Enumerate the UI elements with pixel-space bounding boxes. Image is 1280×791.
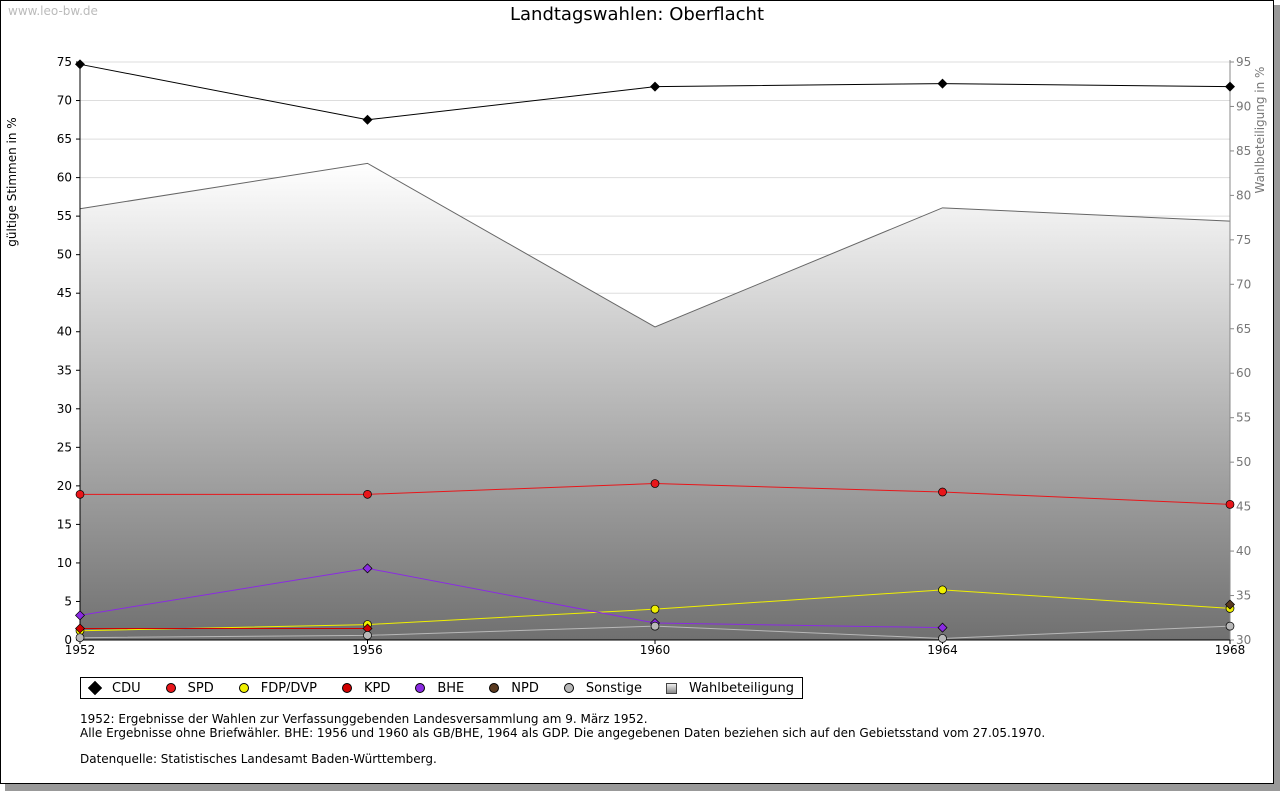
frame-shadow-right <box>1274 5 1280 791</box>
y2-tick-label: 90 <box>1236 99 1251 113</box>
legend: CDU SPD FDP/DVP KPD BHE NPD Sonstige Wahlbeteil… <box>80 677 804 699</box>
point-sonstige <box>363 631 372 640</box>
point-cdu <box>1225 81 1235 92</box>
y-tick-label: 55 <box>57 209 72 223</box>
y-tick-label: 20 <box>57 479 72 493</box>
y2-tick-label: 55 <box>1236 411 1251 425</box>
legend-marker <box>87 680 103 696</box>
legend-marker <box>238 683 249 693</box>
point-kpd <box>75 623 85 634</box>
legend-label: Wahlbeteiligung <box>689 680 795 696</box>
x-tick-label: 1964 <box>927 643 958 657</box>
y2-axis-title: Wahlbeteiligung in % <box>1253 67 1267 194</box>
point-spd <box>938 487 947 497</box>
point-bhe <box>75 610 85 621</box>
turnout-line <box>79 162 1231 328</box>
legend-item: Sonstige <box>563 681 642 696</box>
legend-item: BHE <box>414 681 464 696</box>
turnout-area <box>80 163 1230 640</box>
y2-tick-label: 95 <box>1236 55 1251 69</box>
x-tick-label: 1956 <box>352 643 383 657</box>
legend-item: CDU <box>87 680 141 696</box>
series-line-cdu <box>79 63 1231 121</box>
point-spd <box>75 489 85 499</box>
legend-label: KPD <box>363 680 391 696</box>
point-spd <box>363 489 372 499</box>
y2-tick-label: 70 <box>1236 277 1251 291</box>
y-tick-label: 0 <box>64 633 72 647</box>
y-axis-title: gültige Stimmen in % <box>5 117 19 246</box>
y2-tick-label: 75 <box>1236 233 1251 247</box>
point-spd <box>650 479 660 488</box>
y2-tick-label: 60 <box>1236 366 1251 380</box>
y-tick-label: 35 <box>57 363 72 377</box>
legend-marker <box>563 683 574 693</box>
point-sonstige <box>1225 621 1235 631</box>
y-tick-label: 50 <box>57 248 72 262</box>
frame-shadow-bottom <box>5 784 1280 791</box>
y-tick-label: 60 <box>57 171 72 185</box>
legend-item: NPD <box>488 681 539 696</box>
point-bhe <box>937 622 948 633</box>
legend-label: BHE <box>437 680 465 696</box>
x-tick-label: 1968 <box>1215 643 1246 657</box>
y-tick-label: 5 <box>64 594 72 608</box>
data-source: Datenquelle: Statistisches Landesamt Bad… <box>80 752 437 766</box>
legend-marker <box>341 683 352 693</box>
legend-marker <box>165 683 176 693</box>
x-tick-label: 1952 <box>65 643 96 657</box>
legend-label: CDU <box>112 680 141 696</box>
y-tick-label: 75 <box>57 55 72 69</box>
y2-tick-label: 40 <box>1236 544 1251 558</box>
y-tick-label: 10 <box>57 556 72 570</box>
point-fdp-dvp <box>938 585 947 595</box>
y2-tick-label: 30 <box>1236 633 1251 647</box>
legend-item: SPD <box>165 681 214 696</box>
series-line-bhe <box>79 567 943 629</box>
point-bhe <box>362 563 373 574</box>
y-tick-label: 40 <box>57 325 72 339</box>
y-tick-label: 65 <box>57 132 72 146</box>
legend-item: FDP/DVP <box>238 681 317 696</box>
legend-item: KPD <box>341 681 390 696</box>
legend-label: FDP/DVP <box>260 680 317 696</box>
legend-item: Wahlbeteiligung <box>666 681 794 696</box>
legend-marker <box>666 682 678 694</box>
point-fdp-dvp <box>650 604 660 614</box>
legend-marker <box>415 683 426 693</box>
y-tick-label: 25 <box>57 440 72 454</box>
point-cdu <box>75 59 85 70</box>
y-tick-label: 30 <box>57 402 72 416</box>
y-tick-label: 70 <box>57 94 72 108</box>
point-cdu <box>362 114 373 125</box>
point-spd <box>1225 500 1235 509</box>
y2-tick-label: 50 <box>1236 455 1251 469</box>
legend-marker <box>489 683 500 693</box>
legend-label: NPD <box>511 680 539 696</box>
point-sonstige <box>938 634 947 643</box>
chart-title: Landtagswahlen: Oberflacht <box>509 4 764 25</box>
note-1952: 1952: Ergebnisse der Wahlen zur Verfassu… <box>80 712 648 726</box>
note-general: Alle Ergebnisse ohne Briefwähler. BHE: 1… <box>80 725 1046 740</box>
point-sonstige <box>75 633 85 643</box>
x-tick-label: 1960 <box>640 643 671 657</box>
point-cdu <box>650 81 660 92</box>
point-sonstige <box>650 621 660 631</box>
y2-tick-label: 85 <box>1236 144 1251 158</box>
legend-label: Sonstige <box>585 680 643 696</box>
y-tick-label: 45 <box>57 286 72 300</box>
point-cdu <box>937 78 948 89</box>
watermark: www.leo-bw.de <box>8 4 98 18</box>
point-npd <box>1225 599 1235 610</box>
y-tick-label: 15 <box>57 517 72 531</box>
y2-tick-label: 45 <box>1236 500 1251 514</box>
y2-tick-label: 35 <box>1236 589 1251 603</box>
chart-plot: 0 5 10 15 20 25 30 35 40 45 50 55 60 65 70 75 30 35 40 45 50… <box>5 55 1267 657</box>
y2-tick-label: 65 <box>1236 322 1251 336</box>
legend-label: SPD <box>187 680 214 696</box>
notes: 1952: Ergebnisse der Wahlen zur Verfassu… <box>80 712 1046 767</box>
y2-tick-label: 80 <box>1236 188 1251 202</box>
